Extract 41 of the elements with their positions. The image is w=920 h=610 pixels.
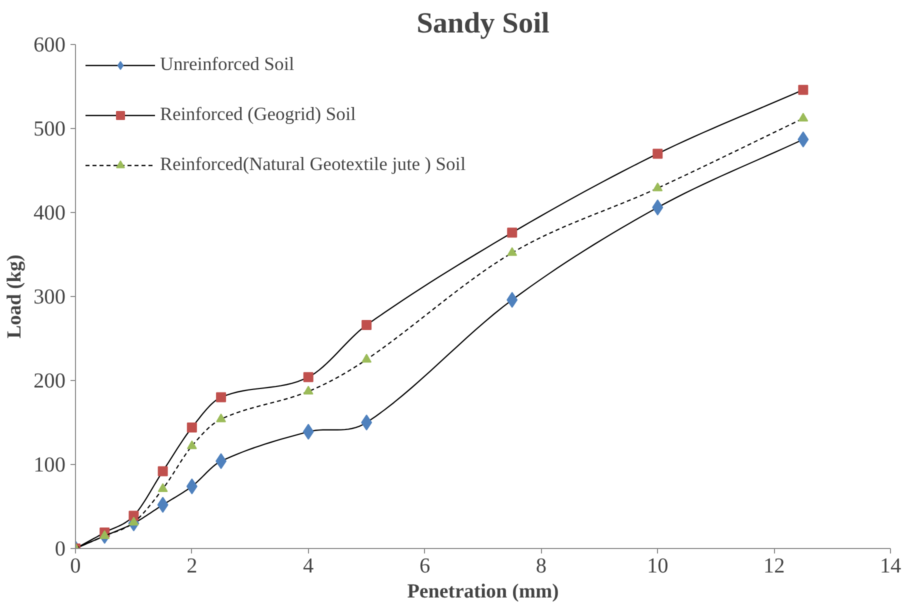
point	[507, 228, 518, 238]
y-tick-label: 200	[34, 368, 66, 392]
point	[216, 413, 226, 422]
point	[216, 392, 226, 402]
y-tick-label: 400	[34, 200, 66, 224]
x-tick-label: 10	[646, 554, 668, 578]
point	[100, 530, 110, 539]
x-tick-label: 8	[536, 554, 547, 578]
point	[128, 516, 139, 526]
point	[798, 84, 808, 95]
point	[361, 414, 372, 430]
point	[158, 466, 168, 476]
x-tick-label: 2	[186, 554, 198, 578]
x-axis-title: Penetration (mm)	[407, 580, 559, 602]
y-tick-label: 500	[34, 116, 66, 140]
point	[798, 112, 808, 122]
legend-label: Unreinforced Soil	[160, 54, 296, 76]
point	[186, 440, 197, 450]
y-tick-label: 600	[34, 32, 66, 56]
point	[186, 422, 197, 433]
point	[362, 320, 372, 330]
point	[652, 148, 663, 159]
point	[158, 483, 168, 492]
point	[303, 372, 314, 382]
legend-label: Reinforced(Natural Geotextile jute ) Soil	[160, 154, 467, 176]
point	[303, 386, 314, 395]
point	[507, 247, 518, 256]
x-tick-label: 14	[880, 554, 902, 578]
x-tick-label: 6	[419, 554, 430, 578]
legend-label: Reinforced (Geogrid) Soil	[160, 104, 357, 126]
chart-title: Sandy Soil	[416, 8, 550, 40]
point	[362, 354, 372, 363]
x-tick-label: 12	[763, 554, 785, 578]
y-tick-label: 100	[34, 452, 66, 476]
y-axis-title: Load (kg)	[4, 254, 26, 338]
x-tick-label: 0	[70, 554, 81, 578]
y-tick-label: 300	[34, 284, 66, 308]
y-tick-label: 0	[54, 536, 66, 560]
x-tick-label: 4	[303, 554, 314, 578]
point	[128, 510, 139, 521]
point	[652, 182, 663, 192]
